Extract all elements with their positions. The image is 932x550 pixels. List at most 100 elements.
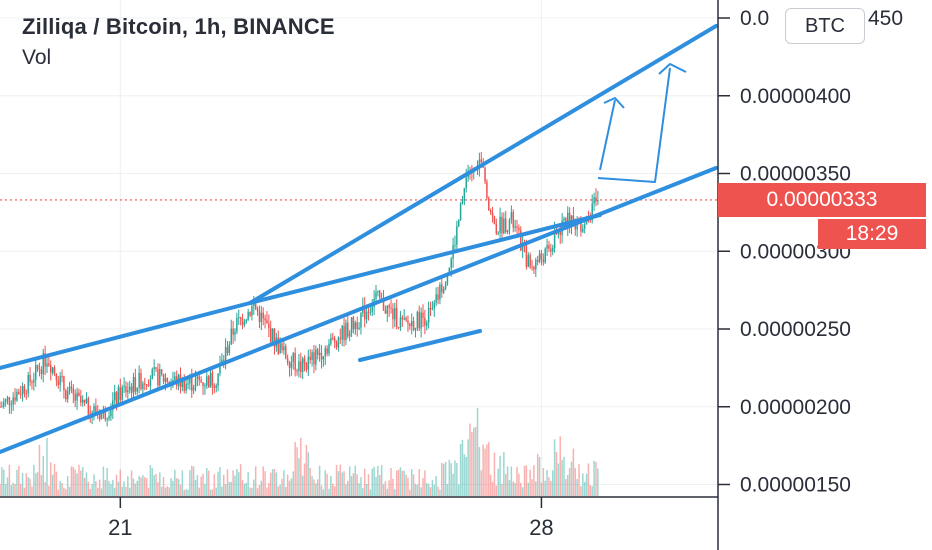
price-tick-label: 0.00000250: [740, 318, 851, 341]
candle-body: [256, 308, 259, 312]
candle-body: [74, 394, 76, 401]
volume-bar: [561, 459, 563, 496]
volume-bar: [397, 469, 400, 496]
candle-body: [382, 298, 385, 311]
volume-bar: [431, 480, 434, 496]
volume-bar: [392, 478, 394, 496]
volume-bar: [459, 443, 462, 496]
candle-body: [508, 219, 511, 231]
volume-bar: [285, 486, 287, 496]
candle-body: [544, 248, 546, 263]
volume-bar: [76, 473, 78, 496]
candle-body: [23, 386, 26, 394]
volume-bar: [134, 483, 137, 496]
candle-body: [249, 311, 251, 316]
candle-body: [418, 311, 420, 329]
volume-bar: [42, 455, 44, 496]
arrow-up-left-head: [603, 97, 625, 109]
volume-bar: [589, 485, 592, 496]
candle-body: [222, 359, 225, 361]
volume-bar: [83, 477, 86, 496]
volume-bar: [551, 470, 554, 496]
candle-body: [580, 223, 582, 232]
volume-bar: [288, 480, 291, 496]
candle-body: [187, 383, 189, 385]
candle-body: [525, 243, 528, 267]
candle-body: [110, 410, 112, 417]
volume-bar: [465, 456, 467, 496]
volume-bar: [318, 465, 321, 496]
volume-bar: [587, 463, 590, 496]
volume-bar: [576, 479, 578, 496]
volume-bar: [279, 484, 281, 496]
volume-bar: [145, 478, 148, 496]
volume-bar: [550, 480, 552, 496]
volume-bar: [326, 473, 328, 496]
candle-body: [535, 259, 537, 270]
candle-body: [219, 364, 221, 374]
volume-bar: [283, 470, 285, 496]
candle-body: [279, 343, 281, 354]
time-axis[interactable]: 21 28: [108, 497, 554, 540]
volume-bar: [207, 470, 210, 496]
candle-body: [427, 308, 430, 323]
volume-bar: [128, 487, 131, 496]
candle-body: [213, 385, 216, 388]
candle-body: [542, 259, 545, 263]
candle-body: [115, 392, 118, 404]
candle-body: [1, 406, 3, 408]
candle-body: [281, 343, 283, 351]
volume-bar: [426, 483, 428, 496]
candle-body: [538, 253, 541, 262]
volume-bar: [21, 473, 24, 496]
volume-bar: [521, 487, 524, 496]
drawings[interactable]: [0, 24, 718, 454]
candle-body: [55, 373, 58, 381]
volume-bar: [251, 487, 253, 496]
candle-body: [277, 337, 279, 354]
candle-body: [457, 219, 460, 227]
candle-body: [429, 308, 432, 310]
candle-body: [266, 320, 268, 324]
arrow-up-right-head: [658, 63, 687, 75]
volume-bar: [390, 468, 392, 496]
volume-bar: [356, 474, 358, 496]
candle-body: [117, 387, 120, 404]
volume-bar: [89, 489, 91, 496]
candle-body: [399, 317, 402, 328]
volume-bar: [339, 464, 342, 496]
volume-bar: [40, 474, 43, 496]
candle-body: [226, 347, 229, 354]
volume-bar: [473, 427, 475, 496]
volume-bar: [70, 466, 73, 496]
volume-bar: [597, 468, 599, 496]
candle-body: [16, 391, 18, 401]
volume-bar: [548, 477, 550, 496]
candle-body: [583, 224, 586, 229]
volume-bar: [512, 481, 514, 496]
chart-title: Zilliqa / Bitcoin, 1h, BINANCE: [22, 14, 335, 39]
candle-body: [106, 418, 108, 420]
candle-body: [504, 218, 507, 233]
candle-body: [108, 416, 110, 419]
volume-bar: [488, 442, 490, 496]
candle-body: [228, 344, 231, 354]
volume-bar: [504, 473, 507, 496]
price-axis[interactable]: 0.0 4500.000004000.000003500.000003000.00…: [718, 7, 903, 497]
volume-bar: [142, 475, 144, 496]
volume-bar: [328, 488, 330, 496]
candle-body: [85, 398, 88, 403]
candle-body: [520, 230, 522, 251]
volume-bar: [316, 479, 319, 496]
volume-bar: [335, 465, 338, 496]
volume-bar: [367, 474, 370, 496]
volume-bar: [164, 487, 167, 496]
volume-bar: [206, 468, 208, 496]
candle-body: [495, 223, 498, 234]
currency-button[interactable]: BTC: [785, 8, 865, 44]
volume-label: Vol: [22, 46, 52, 69]
volume-bar: [320, 485, 323, 496]
volume-bar: [525, 465, 528, 496]
volume-bar: [433, 484, 436, 496]
